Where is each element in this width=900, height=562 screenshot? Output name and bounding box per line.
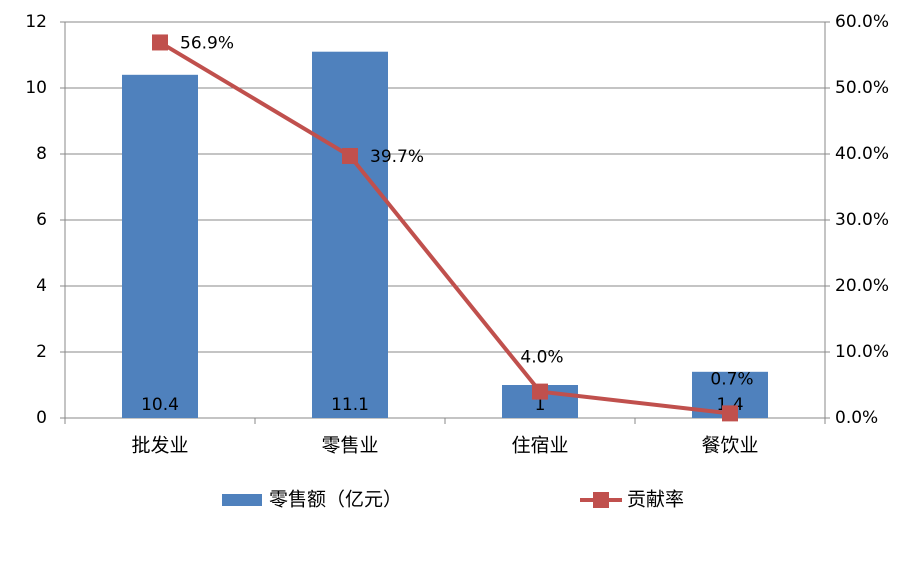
y2-tick-label: 50.0% [835, 78, 889, 98]
line-marker [342, 147, 358, 164]
legend-label: 贡献率 [627, 489, 684, 511]
legend-label: 零售额（亿元） [269, 489, 402, 511]
x-tick-label: 零售业 [321, 435, 378, 457]
line [158, 40, 731, 416]
y2-tick-label: 30.0% [835, 210, 889, 230]
y-tick-label: 10 [25, 78, 47, 98]
line-marker [152, 34, 168, 51]
line-marker [722, 405, 738, 422]
legend-marker [593, 492, 609, 508]
y-tick-label: 6 [36, 210, 47, 230]
line-marker [532, 383, 548, 400]
bar-value-label: 1 [535, 395, 546, 415]
y-tick-label: 8 [36, 144, 47, 164]
line-value-label: 4.0% [520, 348, 563, 368]
bar [312, 51, 388, 418]
y2-tick-label: 40.0% [835, 144, 889, 164]
y-tick-label: 2 [36, 342, 47, 362]
x-tick-label: 餐饮业 [701, 435, 758, 457]
x-tick-label: 批发业 [131, 435, 188, 457]
bar [122, 74, 198, 419]
line-value-label: 56.9% [180, 33, 234, 53]
line-value-label: 39.7% [370, 147, 424, 167]
y2-tick-label: 10.0% [835, 342, 889, 362]
bar-value-label: 11.1 [331, 395, 369, 415]
line-value-label: 0.7% [710, 369, 753, 389]
y2-tick-label: 0.0% [835, 408, 878, 428]
y-tick-label: 0 [36, 408, 47, 428]
y-tick-label: 12 [25, 12, 47, 32]
y2-tick-label: 20.0% [835, 276, 889, 296]
x-tick-label: 住宿业 [511, 435, 568, 457]
legend-swatch [222, 494, 262, 506]
y-tick-label: 4 [36, 276, 47, 296]
bar-value-label: 10.4 [141, 395, 179, 415]
y2-tick-label: 60.0% [835, 12, 889, 32]
